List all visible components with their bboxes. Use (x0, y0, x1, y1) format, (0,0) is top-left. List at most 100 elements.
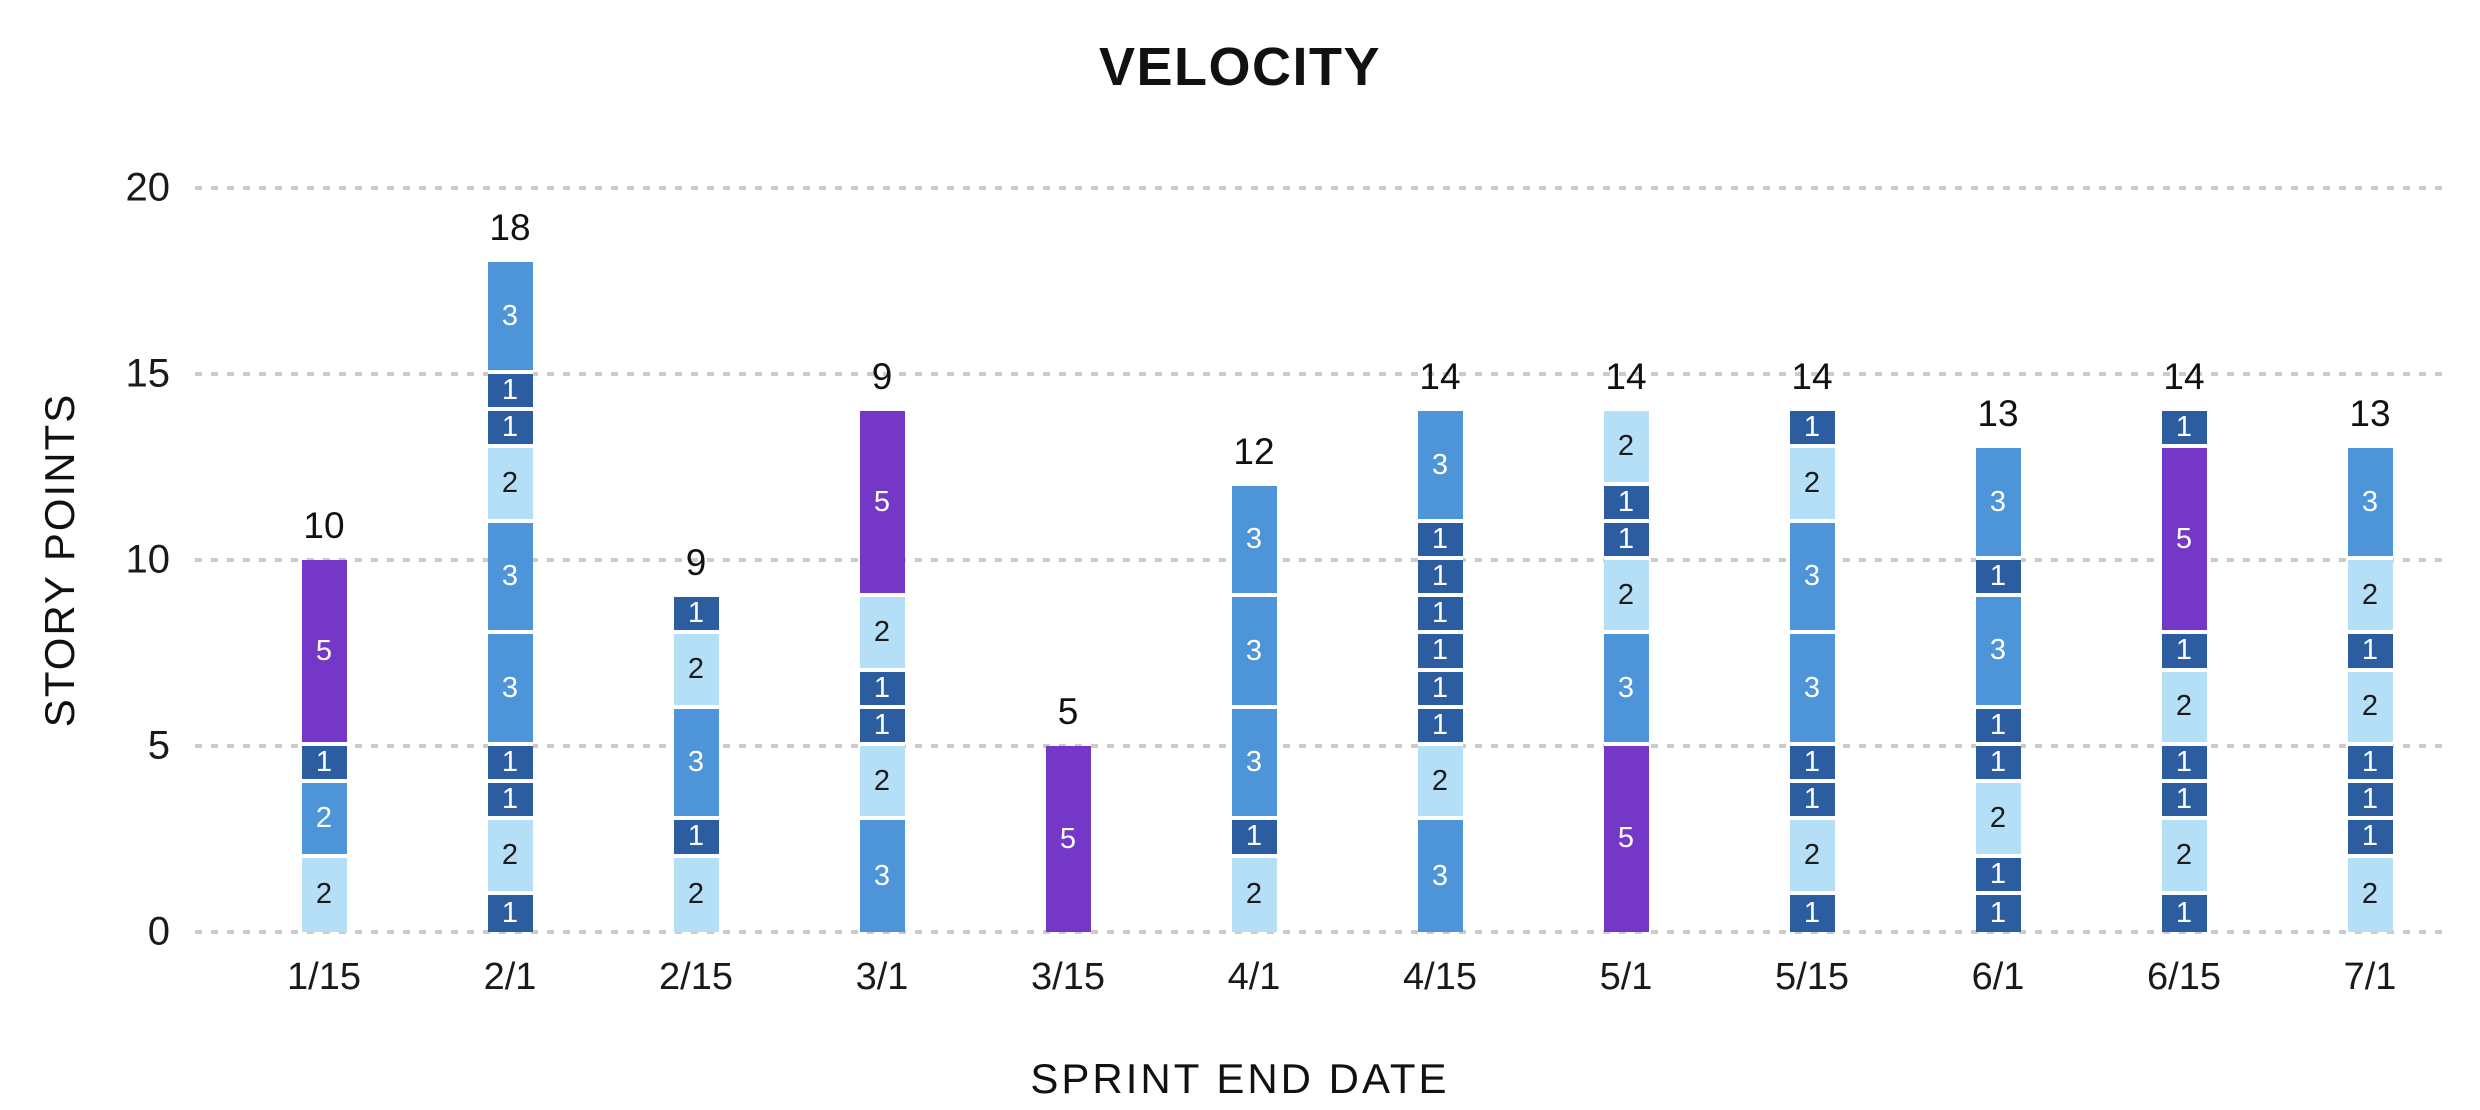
bar-segment-dark_blue: 1 (2347, 745, 2393, 784)
bar-segment-purple: 5 (1603, 745, 1649, 932)
bar-segment-dark_blue: 1 (1975, 894, 2021, 932)
bar-total-label: 13 (1977, 393, 2019, 435)
bar-segment-dark_blue: 1 (301, 746, 347, 784)
bar-segment-light_blue: 2 (2161, 671, 2207, 746)
x-tick-label-4-1: 4/1 (1227, 956, 1281, 998)
gridline-y5 (195, 744, 2445, 748)
bar-segment-dark_blue: 1 (673, 597, 719, 635)
bar-segment-dark_blue: 1 (487, 745, 533, 784)
bar-segment-medium_blue: 3 (1975, 448, 2021, 560)
x-tick-label-5-15: 5/15 (1775, 956, 1849, 998)
bar-segment-medium_blue: 3 (1417, 411, 1463, 523)
gridline-y10 (195, 558, 2445, 562)
bar-total-label: 14 (1419, 356, 1461, 398)
bar-segment-light_blue: 2 (301, 857, 347, 932)
bar-segment-light_blue: 2 (1603, 411, 1649, 486)
bar-segment-medium_blue: 3 (487, 522, 533, 635)
chart-title: VELOCITY (1098, 37, 1382, 97)
bar-segment-medium_blue: 3 (1603, 634, 1649, 746)
bar-total-label: 10 (303, 505, 345, 546)
bar-segment-medium_blue: 3 (673, 708, 719, 821)
bar-segment-dark_blue: 1 (1417, 597, 1463, 635)
bar-total-label: 12 (1233, 430, 1275, 472)
bar-segment-dark_blue: 1 (2347, 783, 2393, 821)
x-tick-label-4-15: 4/15 (1403, 956, 1477, 998)
x-tick-label-6-1: 6/1 (1971, 956, 2025, 998)
x-tick-label-1-15: 1/15 (287, 956, 361, 998)
bar-segment-light_blue: 2 (859, 745, 905, 821)
x-tick-label-6-15: 6/15 (2147, 956, 2221, 998)
plot-area: 0 5 10 15 20 5 1 2 2 10 1/15 3 1 1 2 3 3 1 1 2 1 18 2/1 1 2 3 1 2 9 2… (126, 166, 2445, 998)
bar-segment-dark_blue: 1 (2161, 634, 2207, 672)
bar-segment-light_blue: 2 (1417, 745, 1463, 821)
x-tick-label-5-1: 5/1 (1599, 956, 1653, 998)
bar-segment-dark_blue: 1 (487, 894, 533, 932)
bar-segment-medium_blue: 3 (1789, 522, 1835, 635)
bar-segment-dark_blue: 1 (1975, 708, 2021, 746)
bar-segment-dark_blue: 1 (2161, 894, 2207, 932)
x-tick-label-2-1: 2/1 (483, 956, 537, 998)
bar-segment-medium_blue: 3 (1789, 634, 1835, 746)
bar-segment-dark_blue: 1 (1603, 522, 1649, 560)
bar-segment-medium_blue: 2 (301, 783, 347, 858)
gridline-y0 (195, 930, 2445, 934)
bar-total-label: 14 (1605, 356, 1647, 398)
bar-segment-dark_blue: 1 (2161, 411, 2207, 449)
bar-segment-dark_blue: 1 (2347, 634, 2393, 672)
bar-segment-dark_blue: 1 (1417, 708, 1463, 746)
bar-segment-dark_blue: 1 (487, 783, 533, 821)
bar-segment-medium_blue: 3 (1231, 485, 1277, 598)
bar-segment-dark_blue: 1 (1417, 522, 1463, 560)
y-tick-label-0: 0 (147, 909, 170, 954)
bar-segment-dark_blue: 1 (487, 411, 533, 449)
bar-segment-medium_blue: 3 (1975, 597, 2021, 709)
gridline-y20 (195, 186, 2445, 190)
bar-segment-medium_blue: 3 (2347, 448, 2393, 560)
bar-segment-light_blue: 2 (2161, 820, 2207, 895)
bar-total-label: 9 (871, 356, 893, 398)
bar-total-label: 18 (489, 207, 531, 249)
bar-segment-dark_blue: 1 (2161, 783, 2207, 821)
bar-segment-medium_blue: 3 (1417, 820, 1463, 932)
y-tick-label-10: 10 (125, 537, 171, 582)
bar-segment-dark_blue: 1 (1789, 894, 1835, 932)
bar-total-label: 14 (1791, 356, 1833, 398)
bar-3-15: 5 (1045, 746, 1091, 932)
bar-segment-light_blue: 2 (1603, 559, 1649, 635)
bar-segment-light_blue: 2 (1789, 448, 1835, 523)
bar-segment-purple: 5 (859, 411, 905, 598)
x-tick-label-3-1: 3/1 (855, 956, 909, 998)
bar-segment-dark_blue: 1 (1417, 671, 1463, 709)
bar-segment-dark_blue: 1 (1417, 559, 1463, 598)
bar-segment-medium_blue: 3 (487, 634, 533, 746)
bar-segment-light_blue: 2 (1975, 783, 2021, 858)
bar-segment-dark_blue: 1 (1789, 411, 1835, 449)
bar-segment-dark_blue: 1 (487, 374, 533, 412)
bar-segment-purple: 5 (1045, 746, 1091, 932)
bar-segment-dark_blue: 1 (673, 820, 719, 858)
x-tick-label-7-1: 7/1 (2343, 956, 2397, 998)
y-tick-label-5: 5 (147, 723, 170, 768)
bar-segment-dark_blue: 1 (1789, 783, 1835, 821)
bar-total-label: 5 (1057, 691, 1079, 732)
bar-segment-dark_blue: 1 (859, 671, 905, 709)
bar-segment-dark_blue: 1 (2347, 820, 2393, 858)
bar-segment-light_blue: 2 (487, 448, 533, 523)
bar-total-label: 14 (2163, 356, 2205, 398)
bar-segment-purple: 5 (2161, 448, 2207, 635)
bar-segment-light_blue: 2 (673, 634, 719, 709)
bar-total-label: 9 (685, 542, 707, 584)
bar-segment-medium_blue: 3 (1231, 708, 1277, 821)
bar-segment-dark_blue: 1 (859, 708, 905, 746)
bar-segment-light_blue: 2 (673, 857, 719, 932)
bar-segment-dark_blue: 1 (1417, 634, 1463, 672)
